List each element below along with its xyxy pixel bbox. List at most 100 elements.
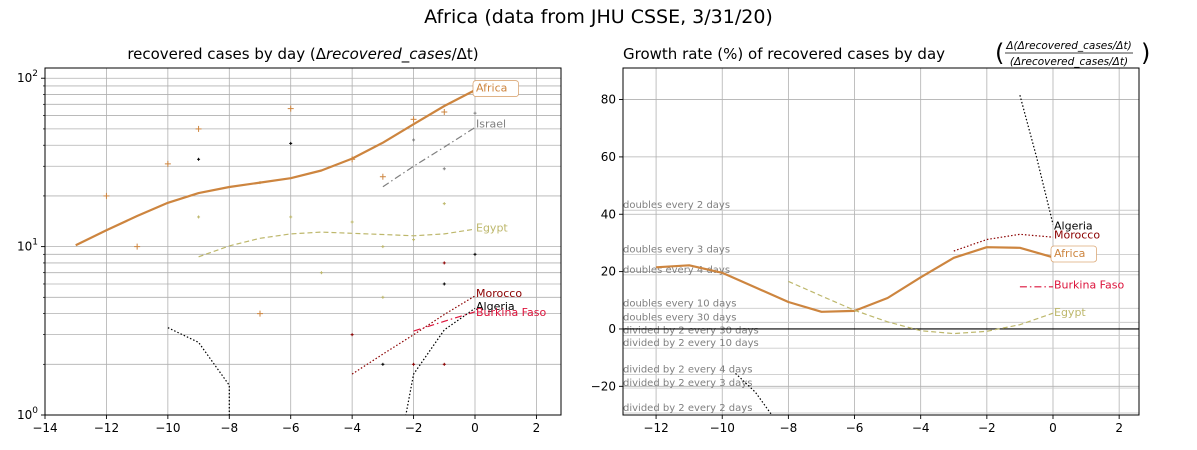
series-label-box xyxy=(1050,245,1097,263)
reference-line-label: divided by 2 every 10 days xyxy=(623,338,759,349)
scatter-point xyxy=(381,245,385,249)
x-tick-label: −12 xyxy=(643,421,668,435)
x-tick-label: −8 xyxy=(780,421,798,435)
series-line-egypt xyxy=(788,280,1054,335)
series-line-algeria xyxy=(167,327,230,415)
svg-text:Δ(Δrecovered_cases/Δt): Δ(Δrecovered_cases/Δt) xyxy=(1005,40,1131,52)
chart-title: recovered cases by day (Δrecovered_cases… xyxy=(127,45,478,64)
title-formula: () Δ(Δrecovered_cases/Δt) (Δrecovered_case… xyxy=(995,39,1150,68)
scatter-point xyxy=(412,362,416,366)
series-label-africa: Africa xyxy=(1054,247,1085,260)
y-tick-label: 40 xyxy=(601,207,616,221)
axes-frame xyxy=(44,67,562,416)
svg-text:(: ( xyxy=(995,39,1004,67)
scatter-point xyxy=(442,282,446,286)
series-label-box xyxy=(472,80,519,97)
x-tick-label: −10 xyxy=(155,421,180,435)
x-tick-label: −8 xyxy=(220,421,238,435)
series-line-algeria xyxy=(405,307,476,415)
scatter-point xyxy=(195,125,202,132)
series-line-egypt xyxy=(198,228,476,258)
scatter-point xyxy=(473,252,477,256)
scatter-point xyxy=(381,362,385,366)
figure-title: Africa (data from JHU CSSE, 3/31/20) xyxy=(424,6,773,28)
scatter-point xyxy=(164,160,171,167)
x-tick-label: −4 xyxy=(343,421,361,435)
series-label-morocco: Morocco xyxy=(1054,228,1100,241)
scatter-point xyxy=(257,310,263,317)
series-label-burkina-faso: Burkina Faso xyxy=(476,306,546,319)
reference-line-label: doubles every 10 days xyxy=(623,298,736,309)
series-line-algeria xyxy=(735,372,773,415)
scatter-point xyxy=(197,157,201,161)
series-label-algeria: Algeria xyxy=(476,300,515,313)
y-tick-label: 100 xyxy=(17,406,38,422)
reference-line-label: divided by 2 every 2 days xyxy=(623,403,752,414)
scatter-point xyxy=(412,238,416,242)
y-tick-label: −20 xyxy=(591,379,616,393)
y-tick-label: 80 xyxy=(601,93,616,107)
x-tick-label: −6 xyxy=(282,421,300,435)
x-tick-label: −12 xyxy=(94,421,119,435)
series-label-egypt: Egypt xyxy=(1054,306,1086,319)
series-line-algeria xyxy=(1019,95,1054,225)
axes-frame xyxy=(622,67,1140,416)
scatter-point xyxy=(442,362,446,366)
x-tick-label: 0 xyxy=(1049,421,1057,435)
reference-line-label: doubles every 2 days xyxy=(623,200,730,211)
x-tick-label: 0 xyxy=(471,421,479,435)
x-tick-label: −2 xyxy=(978,421,996,435)
series-line-burkina-faso xyxy=(413,311,476,332)
scatter-point xyxy=(350,333,354,337)
svg-text:(Δrecovered_cases/Δt): (Δrecovered_cases/Δt) xyxy=(1010,56,1128,68)
series-label-morocco: Morocco xyxy=(476,287,522,300)
y-tick-label: 101 xyxy=(17,238,38,254)
chart-growth-rate: Growth rate (%) of recovered cases by da… xyxy=(591,39,1151,435)
scatter-point xyxy=(441,109,448,116)
scatter-point xyxy=(287,105,294,112)
scatter-point xyxy=(442,202,446,206)
scatter-point xyxy=(442,261,446,265)
reference-line-label: divided by 2 every 30 days xyxy=(623,326,759,337)
y-tick-label: 20 xyxy=(601,265,616,279)
series-label-israel: Israel xyxy=(476,117,506,130)
scatter-point xyxy=(289,215,293,219)
scatter-point xyxy=(319,271,323,275)
scatter-point xyxy=(412,138,416,142)
reference-line-label: doubles every 30 days xyxy=(623,312,736,323)
scatter-point xyxy=(289,141,293,145)
scatter-point xyxy=(350,220,354,224)
reference-line-label: doubles every 4 days xyxy=(623,265,730,276)
svg-text:): ) xyxy=(1141,39,1150,67)
series-label-burkina-faso: Burkina Faso xyxy=(1054,279,1124,292)
reference-line-label: divided by 2 every 3 days xyxy=(623,378,752,389)
series-label-africa: Africa xyxy=(476,82,507,95)
series-line-africa xyxy=(75,89,476,247)
chart-title: Growth rate (%) of recovered cases by da… xyxy=(623,45,945,63)
x-tick-label: −10 xyxy=(710,421,735,435)
reference-line-label: doubles every 3 days xyxy=(623,244,730,255)
series-label-egypt: Egypt xyxy=(476,221,508,234)
x-tick-label: −6 xyxy=(846,421,864,435)
scatter-point xyxy=(473,111,477,115)
x-tick-label: 2 xyxy=(1115,421,1123,435)
reference-line-label: divided by 2 every 4 days xyxy=(623,365,752,376)
series-line-morocco xyxy=(953,233,1054,252)
scatter-point xyxy=(381,295,385,299)
y-tick-label: 60 xyxy=(601,150,616,164)
scatter-point xyxy=(379,173,386,180)
x-tick-label: −14 xyxy=(32,421,57,435)
y-tick-label: 0 xyxy=(608,322,616,336)
x-tick-label: −2 xyxy=(405,421,423,435)
series-line-israel xyxy=(382,126,476,188)
y-tick-label: 102 xyxy=(17,69,38,85)
series-label-algeria: Algeria xyxy=(1054,220,1093,233)
scatter-point xyxy=(134,243,141,250)
scatter-point xyxy=(103,192,110,199)
scatter-point xyxy=(442,167,446,171)
x-tick-label: −4 xyxy=(912,421,930,435)
x-tick-label: 2 xyxy=(533,421,541,435)
scatter-point xyxy=(197,215,201,219)
chart-recovered-cases: recovered cases by day (Δrecovered_cases… xyxy=(17,45,562,435)
